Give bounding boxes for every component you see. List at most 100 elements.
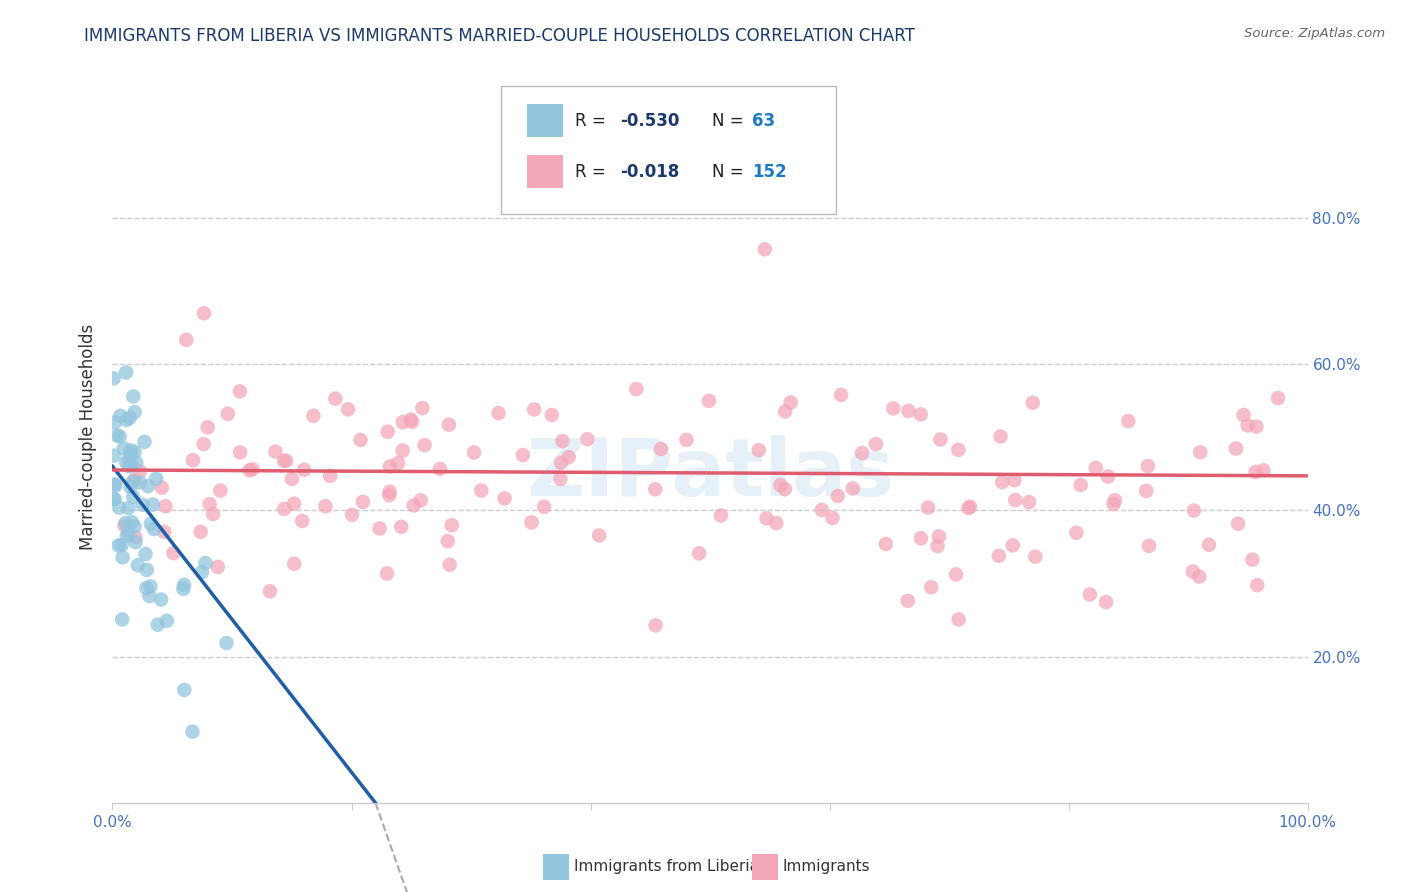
Point xyxy=(1189,445,1212,459)
Point xyxy=(173,578,195,592)
Point xyxy=(145,472,167,486)
Point xyxy=(1024,549,1046,564)
Point xyxy=(773,482,796,496)
Point xyxy=(125,456,148,470)
Point xyxy=(197,420,219,434)
Point xyxy=(821,511,844,525)
Point xyxy=(920,580,942,594)
Point xyxy=(136,479,159,493)
Point xyxy=(352,495,374,509)
Point xyxy=(779,395,801,409)
Point xyxy=(437,417,460,432)
Point xyxy=(827,489,849,503)
Point xyxy=(1018,495,1040,509)
Point xyxy=(897,594,920,608)
Point xyxy=(387,456,409,470)
Point xyxy=(1078,587,1101,601)
Point xyxy=(882,401,904,416)
Point xyxy=(830,388,852,402)
Point xyxy=(1188,569,1211,583)
Point xyxy=(340,508,363,522)
Point xyxy=(122,390,145,404)
Point xyxy=(378,484,401,499)
Point xyxy=(229,384,252,399)
Point xyxy=(754,242,776,256)
Point xyxy=(375,566,398,581)
Point xyxy=(413,438,436,452)
Point xyxy=(139,579,162,593)
Point xyxy=(103,491,125,506)
Point xyxy=(156,614,179,628)
Y-axis label: Married-couple Households: Married-couple Households xyxy=(79,324,97,550)
Point xyxy=(710,508,733,523)
Point xyxy=(550,456,572,470)
Point xyxy=(120,447,142,461)
Point xyxy=(122,490,145,504)
Point xyxy=(150,481,173,495)
FancyBboxPatch shape xyxy=(501,86,835,214)
Point xyxy=(626,382,648,396)
Point xyxy=(1102,497,1125,511)
Point xyxy=(135,581,157,595)
Point xyxy=(391,443,413,458)
Point xyxy=(378,488,401,502)
Point xyxy=(292,463,315,477)
Point xyxy=(153,524,176,539)
Point xyxy=(264,444,287,458)
Point xyxy=(675,433,697,447)
Point xyxy=(111,612,134,626)
Point xyxy=(945,567,967,582)
Point xyxy=(368,521,391,535)
Point xyxy=(1004,473,1026,487)
Point xyxy=(315,499,337,513)
Point xyxy=(217,407,239,421)
Text: N =: N = xyxy=(713,112,749,130)
Point xyxy=(108,429,131,443)
FancyBboxPatch shape xyxy=(752,854,778,880)
Point xyxy=(910,408,932,422)
Point xyxy=(644,618,666,632)
Point xyxy=(409,493,432,508)
Point xyxy=(550,472,572,486)
Point xyxy=(104,478,127,492)
Point xyxy=(557,450,579,465)
Point xyxy=(463,445,485,459)
Point xyxy=(111,538,134,552)
Point xyxy=(198,497,221,511)
Point xyxy=(194,556,217,570)
Point xyxy=(104,477,127,491)
Point xyxy=(928,529,950,543)
Point xyxy=(181,453,204,467)
Point xyxy=(1225,442,1247,456)
Point xyxy=(283,557,305,571)
Point xyxy=(135,563,157,577)
Point xyxy=(512,448,534,462)
Point xyxy=(103,371,125,385)
Point xyxy=(107,539,129,553)
Point xyxy=(841,482,863,496)
Point xyxy=(440,518,463,533)
Point xyxy=(533,500,555,514)
Point xyxy=(115,413,138,427)
Text: IMMIGRANTS FROM LIBERIA VS IMMIGRANTS MARRIED-COUPLE HOUSEHOLDS CORRELATION CHAR: IMMIGRANTS FROM LIBERIA VS IMMIGRANTS MA… xyxy=(84,27,915,45)
Point xyxy=(162,546,184,560)
Point xyxy=(644,483,666,497)
Point xyxy=(897,404,920,418)
Point xyxy=(957,501,980,516)
Point xyxy=(399,412,422,426)
Point xyxy=(1267,391,1289,405)
Point xyxy=(215,636,238,650)
Point xyxy=(959,500,981,514)
FancyBboxPatch shape xyxy=(543,854,569,880)
Point xyxy=(103,449,125,463)
Point xyxy=(127,558,149,573)
Point xyxy=(810,503,832,517)
Point xyxy=(118,410,141,425)
Point xyxy=(302,409,325,423)
Point xyxy=(470,483,492,498)
Point xyxy=(121,475,143,489)
Point xyxy=(697,393,720,408)
Point xyxy=(291,514,314,528)
Point xyxy=(688,546,710,560)
Point xyxy=(551,434,574,448)
